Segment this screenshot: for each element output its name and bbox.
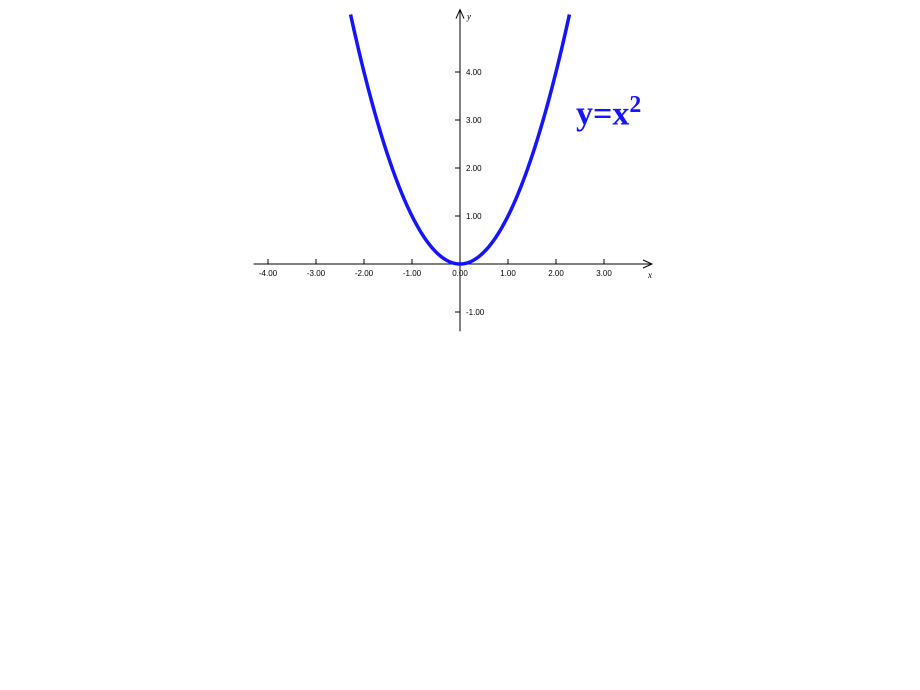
svg-text:3.00: 3.00 <box>466 116 482 125</box>
equation-annotation: y=x2 <box>576 92 641 133</box>
equation-sup: 2 <box>629 92 641 118</box>
svg-text:4.00: 4.00 <box>466 68 482 77</box>
svg-text:-1.00: -1.00 <box>403 269 422 278</box>
svg-text:3.00: 3.00 <box>596 269 612 278</box>
parabola-chart: x y -4.00 -3.00 -2.00 -1.00 0.00 1.00 2.00 3.00 -1… <box>0 0 920 690</box>
chart-svg: x y -4.00 -3.00 -2.00 -1.00 0.00 1.00 2.00 3.00 -1… <box>0 0 920 690</box>
svg-text:-2.00: -2.00 <box>355 269 374 278</box>
svg-text:y: y <box>466 12 471 22</box>
svg-text:-3.00: -3.00 <box>307 269 326 278</box>
svg-text:-4.00: -4.00 <box>259 269 278 278</box>
svg-text:2.00: 2.00 <box>548 269 564 278</box>
svg-text:x: x <box>647 270 652 280</box>
equation-base: y=x <box>576 95 629 132</box>
svg-text:1.00: 1.00 <box>500 269 516 278</box>
svg-text:0.00: 0.00 <box>452 269 468 278</box>
svg-text:-1.00: -1.00 <box>466 308 485 317</box>
svg-text:1.00: 1.00 <box>466 212 482 221</box>
svg-text:2.00: 2.00 <box>466 164 482 173</box>
